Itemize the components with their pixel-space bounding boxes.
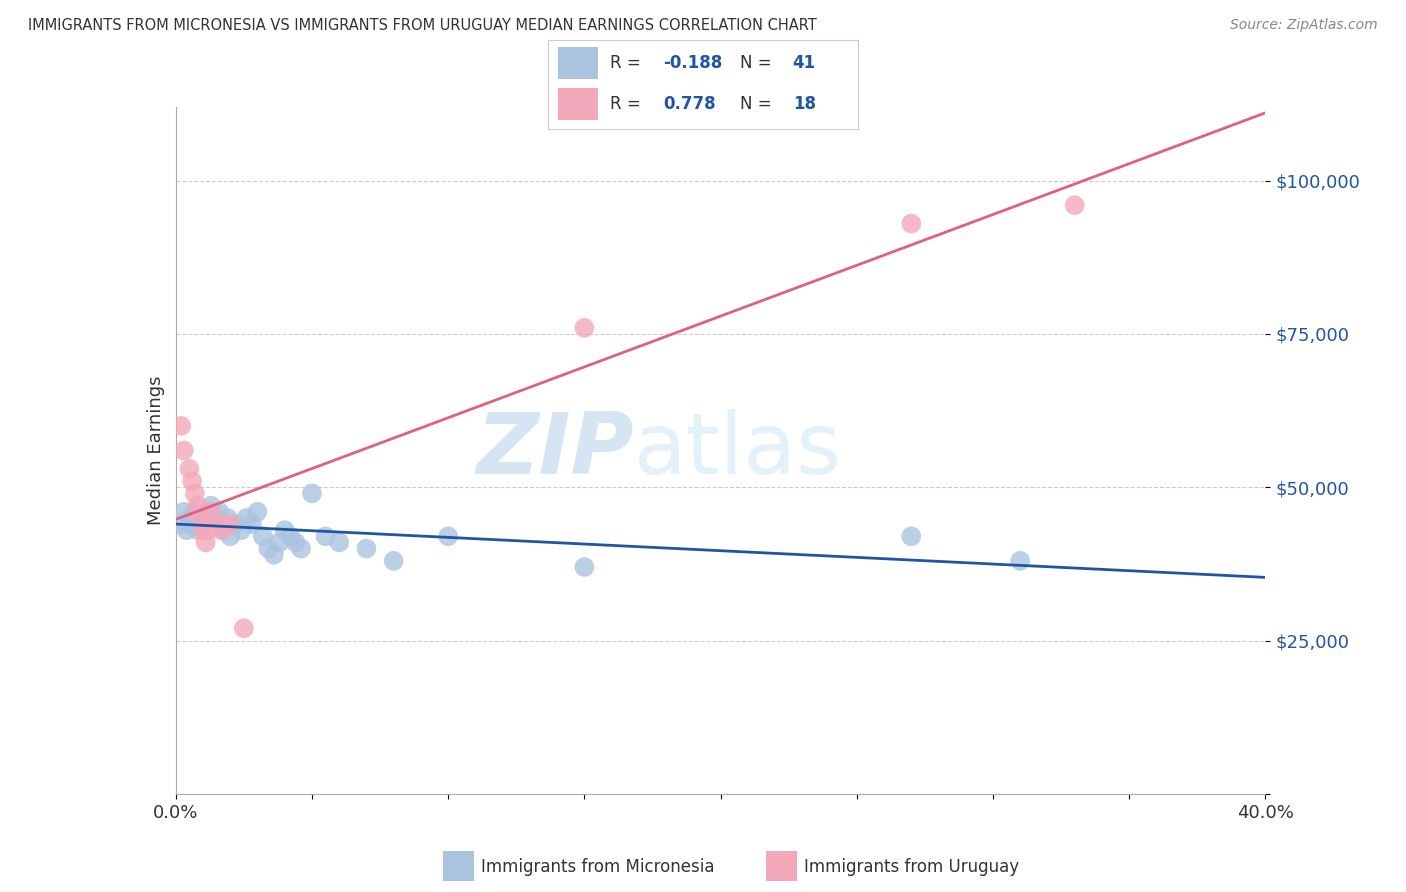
Point [219,529,242,543]
Text: 41: 41 [793,54,815,72]
Point [382,554,405,568]
Point [290,541,312,556]
Text: N =: N = [740,95,778,113]
Point [328,535,350,549]
Point [231,523,253,537]
Bar [558,47,598,79]
Point [263,548,285,562]
Point [217,511,239,525]
Point [205,516,228,531]
Point [194,535,217,549]
Point [315,529,337,543]
Y-axis label: Median Earnings: Median Earnings [146,376,165,525]
Point [184,486,207,500]
Text: -0.188: -0.188 [662,54,723,72]
Point [186,523,209,537]
Point [240,516,263,531]
Text: R =: R = [610,54,647,72]
Point [176,523,198,537]
Point [232,621,254,635]
Point [197,505,219,519]
Point [179,511,201,525]
Point [252,529,274,543]
Text: N =: N = [740,54,778,72]
Point [188,511,211,525]
Text: 18: 18 [793,95,815,113]
Point [356,541,378,556]
Text: R =: R = [610,95,647,113]
Point [437,529,460,543]
Point [269,535,291,549]
Point [173,443,195,458]
Point [170,516,193,531]
Point [225,516,247,531]
Point [211,523,233,537]
Point [179,462,201,476]
Text: Immigrants from Micronesia: Immigrants from Micronesia [481,858,714,876]
Point [186,499,209,513]
Point [301,486,323,500]
Point [278,529,301,543]
Point [208,505,231,519]
Point [214,516,236,531]
Text: Source: ZipAtlas.com: Source: ZipAtlas.com [1230,18,1378,32]
Point [181,516,204,531]
Point [194,516,217,531]
Point [205,516,228,531]
Point [574,320,596,334]
Text: atlas: atlas [633,409,841,492]
Bar [558,88,598,120]
Point [200,505,222,519]
Point [1063,198,1085,212]
Point [900,529,922,543]
Point [257,541,280,556]
Text: Immigrants from Uruguay: Immigrants from Uruguay [804,858,1019,876]
Point [900,217,922,231]
Point [184,505,207,519]
Point [200,499,222,513]
Point [284,535,307,549]
Point [1010,554,1032,568]
Point [219,516,242,531]
Text: 0.778: 0.778 [662,95,716,113]
Point [170,418,193,433]
Point [246,505,269,519]
Point [211,523,233,537]
Point [191,523,214,537]
Text: ZIP: ZIP [475,409,633,492]
Text: IMMIGRANTS FROM MICRONESIA VS IMMIGRANTS FROM URUGUAY MEDIAN EARNINGS CORRELATIO: IMMIGRANTS FROM MICRONESIA VS IMMIGRANTS… [28,18,817,33]
Point [274,523,297,537]
Point [173,505,195,519]
Point [191,511,214,525]
Point [202,511,225,525]
Point [181,474,204,488]
Point [235,511,257,525]
Point [188,516,211,531]
Point [574,560,596,574]
Point [197,523,219,537]
